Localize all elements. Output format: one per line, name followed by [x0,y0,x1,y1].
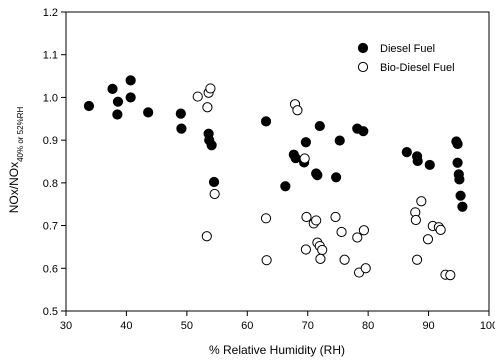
x-tick-label: 90 [422,320,434,332]
x-tick-label: 100 [480,320,495,332]
diesel-fuel-point [454,174,465,185]
bio-diesel-fuel-point [445,270,456,281]
legend-diesel-fuel-marker [357,42,369,54]
diesel-fuel-point [107,83,118,94]
legend-bio-diesel-fuel-label: Bio-Diesel Fuel [380,62,455,74]
bio-diesel-fuel-point [192,91,203,102]
y-tick-label: 1.1 [43,50,58,62]
diesel-fuel-point [455,190,466,201]
diesel-fuel-point [358,126,369,137]
bio-diesel-fuel-point [205,83,216,94]
diesel-fuel-point [314,120,325,132]
bio-diesel-fuel-point [360,263,371,274]
bio-diesel-fuel-point [435,224,446,235]
diesel-fuel-point [175,108,186,119]
y-axis-title: NOx/NOx40% or 52%RH [7,107,25,214]
diesel-fuel-point [143,107,154,118]
diesel-fuel-point [312,170,323,181]
diesel-fuel-point [412,155,423,167]
bio-diesel-fuel-point [336,226,347,238]
bio-diesel-fuel-point [301,211,312,223]
diesel-fuel-point [452,157,463,168]
diesel-fuel-point [424,159,435,171]
y-tick-label: 0.6 [43,263,58,275]
x-tick-label: 50 [181,320,193,332]
bio-diesel-fuel-point [422,234,434,245]
y-tick-label: 1.2 [43,7,58,19]
bio-diesel-fuel-point [311,215,322,226]
y-tick-label: 0.9 [43,135,58,147]
diesel-fuel-point [112,109,123,120]
y-axis-title-subscript: 40% or 52%RH [16,107,25,162]
diesel-fuel-point [331,172,342,183]
diesel-fuel-point [452,138,463,150]
axes: 30 40 50 60 70 80 90 100 0.5 0.6 0.7 0.8 0.9 1.0 1.1 1.… [43,7,495,332]
x-tick-label: 70 [302,320,314,332]
x-tick-label: 80 [362,320,374,332]
plot-frame [65,11,490,312]
bio-diesel-fuel-point [410,214,421,226]
x-axis-title: % Relative Humidity (RH) [209,343,345,357]
bio-diesel-fuel-point [209,188,220,200]
diesel-fuel-point [206,140,217,151]
bio-diesel-fuel-point [201,231,212,242]
bio-diesel-fuel-point [260,213,272,224]
bio-diesel-fuel-point [261,255,272,266]
diesel-fuel-point [334,135,345,146]
y-axis-title-group: NOx/NOx40% or 52%RH [7,107,25,214]
y-axis-title-main: NOx/NOx [7,162,21,213]
bio-diesel-fuel-point [416,196,427,207]
bio-diesel-fuel-point [358,225,370,236]
diesel-fuel-point [208,176,220,188]
bio-diesel-fuel-point [411,254,423,265]
y-tick-label: 0.8 [43,178,58,190]
x-tick-label: 60 [241,320,253,332]
diesel-fuel-point [290,152,301,164]
y-tick-label: 0.7 [43,221,58,233]
diesel-fuel-point [300,137,312,148]
bio-diesel-fuel-point [202,102,213,113]
diesel-fuel-point [176,123,187,134]
bio-diesel-fuel-point [339,254,350,265]
bio-diesel-fuel-point [352,232,363,243]
bio-diesel-fuel-point [299,153,310,164]
diesel-fuel-point [125,75,136,86]
bio-diesel-fuel-point [330,211,341,223]
x-tick-label: 40 [120,320,132,332]
legend-diesel-fuel-label: Diesel Fuel [380,43,435,55]
diesel-fuel-point [401,147,412,158]
diesel-fuel-point [112,96,124,107]
diesel-fuel-point [125,92,136,103]
diesel-fuel-point [457,201,468,212]
bio-diesel-fuel-point [317,244,328,256]
bio-diesel-fuel-point [315,253,326,264]
y-tick-label: 1.0 [43,92,58,104]
diesel-fuel-point [83,100,95,112]
y-tick-label: 0.5 [43,306,58,318]
bio-diesel-fuel-point [292,105,303,116]
diesel-fuel-point [280,181,291,192]
legend: Diesel Fuel Bio-Diesel Fuel [357,42,455,74]
legend-bio-diesel-fuel-marker [357,61,369,73]
data-points [83,75,468,281]
x-tick-label: 30 [60,320,72,332]
bio-diesel-fuel-point [300,244,312,255]
diesel-fuel-point [260,116,272,127]
